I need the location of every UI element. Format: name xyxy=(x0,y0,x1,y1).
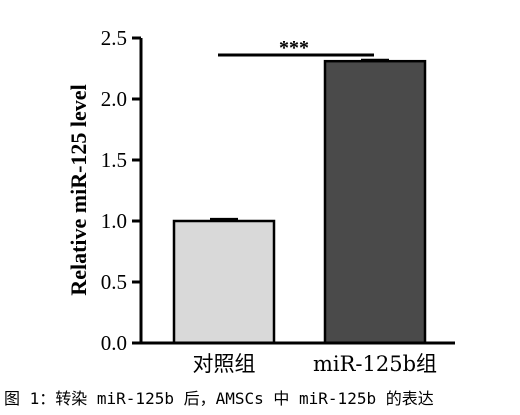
y-tick-label: 0.0 xyxy=(101,331,127,355)
bars xyxy=(172,58,427,345)
y-tick-label: 1.5 xyxy=(101,148,127,172)
x-axis: 对照组 miR-125b组 xyxy=(140,341,455,376)
bar-2 xyxy=(323,59,427,345)
x-category-label: 对照组 xyxy=(193,352,256,376)
y-tick-label: 2.5 xyxy=(101,26,127,50)
figure-caption: 图 1：转染 miR-125b 后，AMSCs 中 miR-125b 的表达 xyxy=(4,389,434,408)
x-category-label: miR-125b组 xyxy=(313,352,437,376)
significance-stars: *** xyxy=(279,37,309,59)
y-tick-label: 2.0 xyxy=(101,87,127,111)
y-axis: 0.0 0.5 1.0 1.5 2.0 2.5 xyxy=(101,26,143,355)
y-tick-label: 0.5 xyxy=(101,270,127,294)
bar-1 xyxy=(172,219,276,345)
significance-annotation: *** xyxy=(218,37,374,59)
y-tick-label: 1.0 xyxy=(101,209,127,233)
y-axis-title: Relative miR-125 level xyxy=(66,84,91,295)
